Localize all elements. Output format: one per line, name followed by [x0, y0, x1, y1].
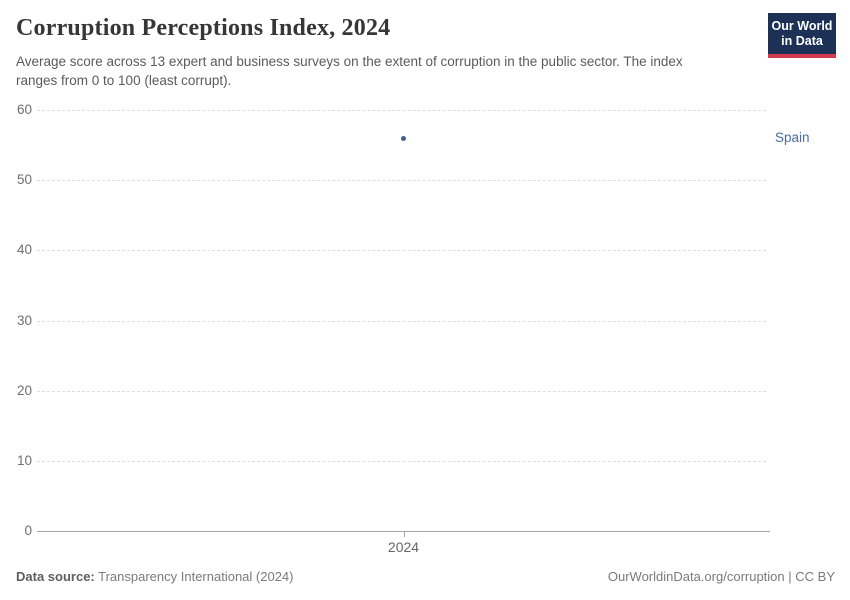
footer-source: Data source: Transparency International …	[16, 569, 294, 584]
footer-attribution: OurWorldinData.org/corruption | CC BY	[608, 569, 835, 584]
y-axis-tick-label: 50	[16, 172, 32, 188]
data-source-value[interactable]: Transparency International (2024)	[98, 569, 294, 584]
gridline	[37, 180, 766, 182]
data-source-label: Data source:	[16, 569, 95, 584]
owid-logo-line1: Our World	[771, 18, 833, 33]
y-axis-tick-label: 60	[16, 102, 32, 117]
y-axis-tick-label: 0	[24, 523, 32, 538]
chart-title: Corruption Perceptions Index, 2024	[16, 15, 391, 41]
y-axis-tick-label: 10	[16, 452, 32, 468]
y-axis-tick-label: 40	[16, 242, 32, 258]
x-axis-tick-label: 2024	[387, 539, 420, 555]
gridline	[37, 460, 766, 462]
data-point-spain[interactable]	[401, 135, 406, 141]
gridline	[37, 110, 766, 111]
owid-logo-box: Our World in Data	[768, 13, 836, 54]
owid-logo-line2: in Data	[781, 33, 823, 48]
y-axis-tick-label: 30	[16, 312, 32, 328]
gridline	[37, 390, 766, 392]
owid-url-link[interactable]: OurWorldinData.org/corruption	[607, 569, 785, 584]
entity-label-spain[interactable]: Spain	[775, 130, 810, 146]
y-axis-tick-label: 20	[16, 382, 32, 398]
chart-subtitle: Average score across 13 expert and busin…	[16, 54, 683, 88]
owid-logo[interactable]: Our World in Data	[768, 13, 836, 58]
footer-separator: |	[784, 569, 796, 584]
gridline	[37, 250, 766, 252]
owid-logo-stripe	[768, 54, 836, 58]
x-axis-tick	[403, 531, 405, 537]
gridline	[37, 320, 766, 322]
license-label: CC BY	[795, 569, 835, 584]
